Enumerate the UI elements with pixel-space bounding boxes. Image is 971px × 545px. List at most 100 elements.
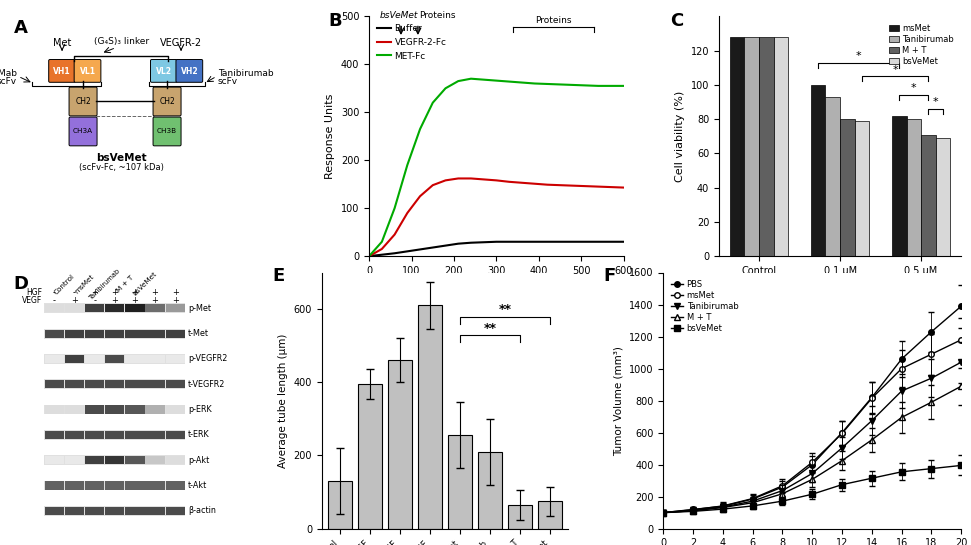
VEGFR-2-Fc — [605, 184, 617, 190]
Text: -: - — [52, 288, 56, 298]
Buffer — [592, 239, 604, 245]
Text: t-ERK: t-ERK — [187, 431, 210, 439]
Bar — [65, 405, 84, 414]
Text: *: * — [855, 51, 861, 61]
Text: Proteins: Proteins — [535, 15, 572, 25]
MET-Fc — [567, 82, 579, 88]
Text: Control: Control — [53, 272, 76, 295]
msMet — [955, 336, 967, 343]
PBS — [777, 484, 788, 490]
bsVeMet — [747, 502, 758, 509]
Bar — [45, 355, 64, 363]
FancyBboxPatch shape — [69, 117, 97, 146]
Bar — [45, 379, 185, 389]
Bar — [65, 330, 84, 338]
VEGFR-2-Fc — [618, 184, 629, 191]
Bar — [45, 507, 64, 515]
Bar — [538, 501, 562, 529]
Bar — [508, 505, 532, 529]
VEGFR-2-Fc — [592, 183, 604, 190]
Text: MetMab: MetMab — [0, 69, 17, 78]
Bar — [85, 456, 104, 464]
bsVeMet — [657, 510, 669, 516]
Bar — [105, 481, 124, 489]
Text: bsVeMet: bsVeMet — [380, 11, 419, 20]
Text: p-Met: p-Met — [187, 304, 211, 313]
Bar — [85, 405, 104, 414]
Legend: Buffer, VEGFR-2-Fc, MET-Fc: Buffer, VEGFR-2-Fc, MET-Fc — [374, 21, 450, 64]
MET-Fc — [490, 77, 502, 84]
MET-Fc — [401, 162, 413, 168]
Bar — [45, 430, 185, 440]
Buffer — [567, 239, 579, 245]
Text: +: + — [172, 288, 179, 298]
M + T — [657, 510, 669, 516]
msMet — [807, 459, 819, 465]
Bar — [105, 304, 124, 312]
Bar — [936, 138, 951, 256]
Text: -: - — [52, 296, 56, 305]
Text: +: + — [112, 296, 118, 305]
Bar — [165, 481, 184, 489]
Bar — [854, 121, 869, 256]
FancyBboxPatch shape — [49, 59, 76, 82]
Bar — [165, 355, 184, 363]
PBS — [807, 461, 819, 468]
Text: -: - — [73, 288, 76, 298]
MET-Fc — [440, 85, 452, 92]
Tanibirumab — [747, 498, 758, 504]
Bar — [45, 455, 185, 465]
msMet — [925, 351, 937, 358]
MET-Fc — [529, 80, 541, 87]
Bar — [45, 304, 64, 312]
Buffer — [542, 239, 553, 245]
PBS — [747, 496, 758, 502]
FancyBboxPatch shape — [153, 117, 181, 146]
Bar — [146, 304, 165, 312]
FancyBboxPatch shape — [176, 59, 203, 82]
bsVeMet — [866, 475, 878, 481]
Text: +: + — [151, 288, 158, 298]
Bar — [85, 481, 104, 489]
M + T — [925, 399, 937, 405]
Bar — [85, 380, 104, 389]
FancyBboxPatch shape — [69, 87, 97, 116]
MET-Fc — [452, 78, 464, 84]
Text: bsVeMet: bsVeMet — [96, 153, 147, 163]
Tanibirumab — [687, 507, 699, 514]
bsVeMet — [925, 465, 937, 472]
Buffer — [529, 239, 541, 245]
Text: +: + — [71, 296, 78, 305]
Bar — [418, 305, 442, 529]
X-axis label: Time (sec): Time (sec) — [467, 281, 525, 292]
MET-Fc — [605, 83, 617, 89]
M + T — [687, 507, 699, 514]
Text: *: * — [911, 83, 917, 93]
MET-Fc — [542, 81, 553, 87]
M + T — [747, 499, 758, 506]
VEGFR-2-Fc — [363, 253, 375, 259]
Bar — [105, 380, 124, 389]
Text: +: + — [172, 296, 179, 305]
Bar — [45, 354, 185, 364]
Bar — [146, 431, 165, 439]
MET-Fc — [503, 78, 515, 85]
Text: CH3B: CH3B — [157, 129, 177, 135]
Text: msMet: msMet — [74, 273, 95, 295]
Text: bsVeMet: bsVeMet — [132, 271, 158, 297]
Bar — [165, 330, 184, 338]
Bar — [165, 456, 184, 464]
Text: β-actin: β-actin — [187, 506, 216, 515]
Bar — [65, 304, 84, 312]
Bar — [45, 481, 185, 490]
Bar — [65, 481, 84, 489]
Buffer — [363, 253, 375, 259]
PBS — [836, 429, 848, 436]
Buffer — [605, 239, 617, 245]
Bar — [65, 456, 84, 464]
MET-Fc — [618, 83, 629, 89]
Bar — [125, 507, 145, 515]
FancyBboxPatch shape — [153, 87, 181, 116]
Bar — [478, 452, 502, 529]
Bar — [125, 431, 145, 439]
